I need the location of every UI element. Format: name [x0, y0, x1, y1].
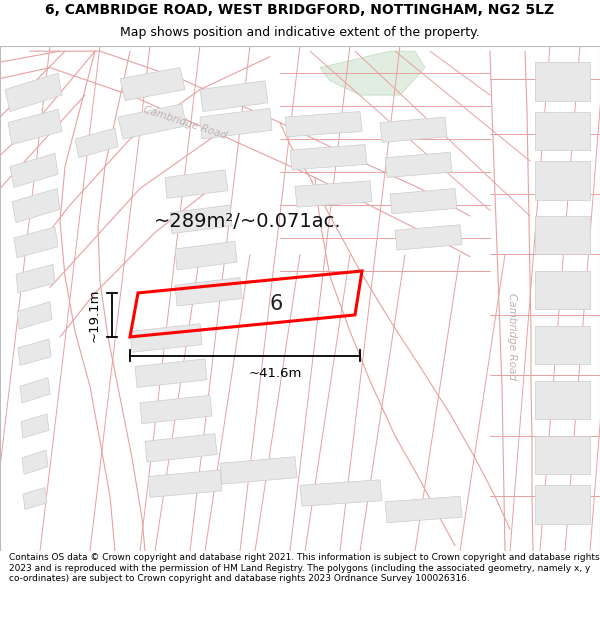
Text: Cambridge Road: Cambridge Road — [142, 104, 228, 141]
Polygon shape — [75, 128, 118, 158]
Polygon shape — [535, 271, 590, 309]
Polygon shape — [385, 152, 452, 178]
Polygon shape — [140, 395, 212, 424]
Text: ~41.6m: ~41.6m — [248, 367, 302, 379]
Text: 6, CAMBRIDGE ROAD, WEST BRIDGFORD, NOTTINGHAM, NG2 5LZ: 6, CAMBRIDGE ROAD, WEST BRIDGFORD, NOTTI… — [46, 3, 554, 17]
Polygon shape — [165, 170, 228, 198]
Polygon shape — [385, 496, 462, 522]
Polygon shape — [120, 68, 185, 101]
Polygon shape — [21, 414, 49, 438]
Polygon shape — [14, 227, 58, 258]
Polygon shape — [17, 302, 52, 329]
Polygon shape — [175, 241, 237, 270]
Polygon shape — [145, 434, 217, 462]
Polygon shape — [300, 480, 382, 506]
Text: Cambridge Road: Cambridge Road — [507, 293, 517, 381]
Text: Contains OS data © Crown copyright and database right 2021. This information is : Contains OS data © Crown copyright and d… — [9, 554, 599, 583]
Polygon shape — [390, 189, 457, 214]
Polygon shape — [22, 450, 48, 474]
Polygon shape — [535, 216, 590, 254]
Polygon shape — [170, 205, 232, 234]
Polygon shape — [200, 81, 268, 112]
Polygon shape — [380, 117, 447, 142]
Polygon shape — [290, 144, 367, 170]
Polygon shape — [535, 436, 590, 474]
Polygon shape — [535, 485, 590, 524]
Polygon shape — [295, 181, 372, 208]
Text: ~289m²/~0.071ac.: ~289m²/~0.071ac. — [154, 212, 342, 231]
Polygon shape — [200, 108, 272, 139]
Polygon shape — [535, 112, 590, 150]
Polygon shape — [320, 51, 425, 95]
Polygon shape — [20, 378, 50, 403]
Text: 6: 6 — [269, 294, 283, 314]
Polygon shape — [23, 488, 47, 509]
Polygon shape — [12, 189, 60, 222]
Polygon shape — [285, 112, 362, 137]
Polygon shape — [535, 62, 590, 101]
Polygon shape — [535, 326, 590, 364]
Polygon shape — [16, 264, 55, 293]
Polygon shape — [148, 470, 222, 498]
Polygon shape — [220, 457, 297, 484]
Polygon shape — [535, 161, 590, 199]
Polygon shape — [395, 225, 462, 250]
Polygon shape — [175, 278, 242, 306]
Text: ~19.1m: ~19.1m — [88, 288, 101, 342]
Polygon shape — [118, 104, 186, 139]
Polygon shape — [10, 153, 58, 188]
Polygon shape — [130, 324, 202, 352]
Text: Map shows position and indicative extent of the property.: Map shows position and indicative extent… — [120, 26, 480, 39]
Polygon shape — [18, 339, 51, 366]
Polygon shape — [5, 73, 62, 112]
Polygon shape — [535, 381, 590, 419]
Polygon shape — [135, 359, 207, 388]
Polygon shape — [8, 109, 62, 144]
